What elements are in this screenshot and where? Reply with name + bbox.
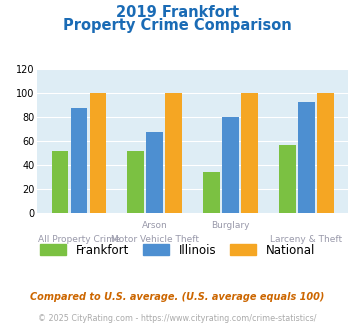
Bar bbox=[89, 93, 106, 213]
Text: Burglary: Burglary bbox=[211, 221, 250, 230]
Text: Arson: Arson bbox=[142, 221, 168, 230]
Bar bbox=[317, 93, 333, 213]
Bar bbox=[71, 108, 87, 213]
Text: Compared to U.S. average. (U.S. average equals 100): Compared to U.S. average. (U.S. average … bbox=[30, 292, 325, 302]
Bar bbox=[203, 172, 220, 213]
Text: 2019 Frankfort: 2019 Frankfort bbox=[116, 5, 239, 20]
Text: Property Crime Comparison: Property Crime Comparison bbox=[63, 18, 292, 33]
Text: All Property Crime: All Property Crime bbox=[38, 235, 120, 244]
Legend: Frankfort, Illinois, National: Frankfort, Illinois, National bbox=[35, 239, 320, 261]
Bar bbox=[279, 145, 296, 213]
Text: Motor Vehicle Theft: Motor Vehicle Theft bbox=[111, 235, 199, 244]
Text: Larceny & Theft: Larceny & Theft bbox=[270, 235, 342, 244]
Bar bbox=[52, 150, 69, 213]
Bar bbox=[241, 93, 258, 213]
Bar bbox=[298, 102, 315, 213]
Text: © 2025 CityRating.com - https://www.cityrating.com/crime-statistics/: © 2025 CityRating.com - https://www.city… bbox=[38, 314, 317, 323]
Bar bbox=[146, 131, 163, 213]
Bar bbox=[127, 150, 144, 213]
Bar bbox=[165, 93, 182, 213]
Bar bbox=[222, 117, 239, 213]
